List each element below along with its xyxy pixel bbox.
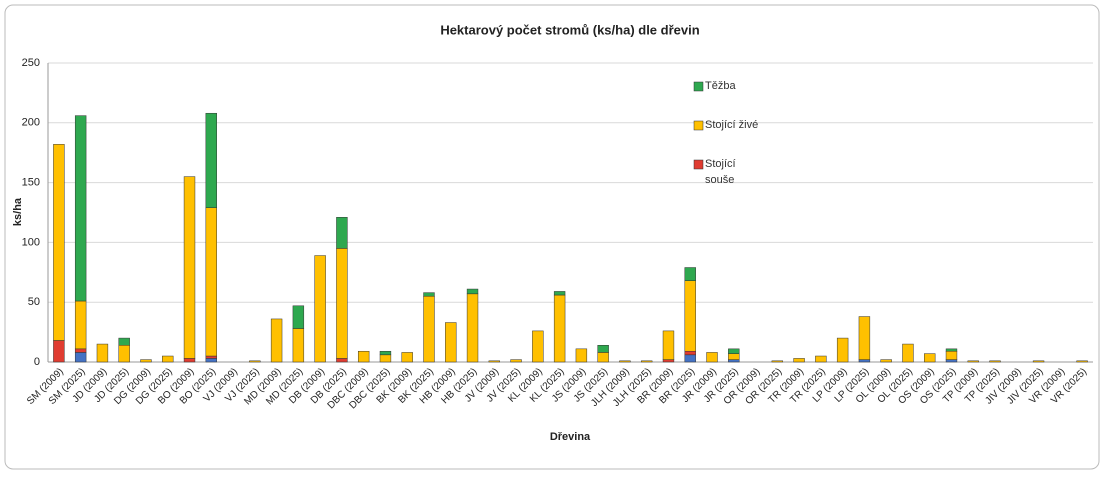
legend-item: Stojící živé <box>705 119 759 131</box>
y-tick-label: 0 <box>34 356 40 368</box>
bar-segment <box>292 305 305 329</box>
bar-segment <box>902 343 914 363</box>
bar-segment <box>945 348 958 352</box>
bar-segment <box>445 322 457 363</box>
bar-segment <box>684 280 696 352</box>
bar-segment <box>836 337 849 363</box>
chart-title: Hektarový počet stromů (ks/ha) dle dřevi… <box>440 22 699 37</box>
legend-swatch <box>693 81 704 92</box>
bar-segment <box>989 360 1001 363</box>
legend-label: Stojící souše <box>705 158 736 186</box>
bar-segment <box>488 360 500 363</box>
y-axis-label: ks/ha <box>12 197 24 226</box>
bar-segment <box>662 359 675 363</box>
bar-segment <box>967 360 979 363</box>
bar-segment <box>641 360 653 363</box>
bar-segment <box>466 293 479 363</box>
bar-segment <box>205 207 217 357</box>
bar-segment <box>74 115 87 302</box>
bar-segment <box>183 176 196 359</box>
bar-segment <box>74 348 87 353</box>
bar-segment <box>597 345 609 353</box>
bar-segment <box>357 350 370 363</box>
bar-segment <box>793 358 805 363</box>
bar-segment <box>532 330 544 363</box>
bar-segment <box>553 291 566 296</box>
bar-segment <box>336 248 348 359</box>
bar-segment <box>662 330 675 360</box>
bar-segment <box>1032 360 1045 363</box>
bar-segment <box>1076 360 1088 363</box>
bar-segment <box>53 340 65 363</box>
bar-segment <box>597 352 609 363</box>
y-tick-label: 100 <box>22 236 40 248</box>
bar-segment <box>249 360 261 363</box>
bar-segment <box>379 354 392 363</box>
bar-segment <box>336 217 348 249</box>
bar-segment <box>684 354 696 363</box>
bar-segment <box>858 316 871 360</box>
bar-segment <box>684 267 696 281</box>
bar-segment <box>292 328 305 363</box>
bar-segment <box>401 352 413 363</box>
bar-segment <box>728 359 740 363</box>
bar-segment <box>684 350 696 356</box>
bar-segment <box>379 350 392 356</box>
bar-segment <box>162 355 174 363</box>
bar-segment <box>553 294 566 363</box>
x-axis-label: Dřevina <box>550 431 591 443</box>
bar-segment <box>205 358 217 363</box>
bar-segment <box>575 348 588 363</box>
legend-swatch <box>693 120 704 131</box>
legend-label: Těžba <box>705 80 736 92</box>
legend-item: Stojící souše <box>705 158 736 186</box>
bar-segment <box>880 359 892 363</box>
bar-segment <box>336 358 348 363</box>
bar-segment <box>815 355 827 363</box>
bar-segment <box>205 112 217 208</box>
bar-segment <box>924 353 936 363</box>
bar-segment <box>183 358 196 363</box>
y-tick-label: 150 <box>22 177 40 189</box>
bar-segment <box>858 359 871 363</box>
y-tick-label: 200 <box>22 117 40 129</box>
bar-segment <box>53 144 65 341</box>
bar-segment <box>771 360 784 363</box>
bar-segment <box>945 350 958 360</box>
bar-segment <box>466 288 479 295</box>
bar-segment <box>728 348 740 354</box>
bar-segment <box>74 352 87 363</box>
bar-segment <box>140 359 152 363</box>
bar-segment <box>270 318 283 363</box>
bar-segment <box>706 352 718 363</box>
bar-segment <box>205 355 217 359</box>
y-tick-label: 250 <box>22 57 40 69</box>
legend-label: Stojící živé <box>705 119 759 131</box>
bar-segment <box>118 337 130 346</box>
bar-segment <box>619 360 631 363</box>
bar-segment <box>118 345 130 363</box>
bar-segment <box>96 343 109 363</box>
bar-segment <box>423 292 435 297</box>
legend-swatch <box>693 159 704 170</box>
bar-segment <box>510 359 522 363</box>
legend-item: Těžba <box>705 80 736 92</box>
bar-segment <box>728 353 740 360</box>
bar-segment <box>423 295 435 363</box>
y-tick-label: 50 <box>28 296 40 308</box>
bar-segment <box>945 359 958 363</box>
bar-segment <box>314 255 326 363</box>
bar-segment <box>74 300 87 350</box>
